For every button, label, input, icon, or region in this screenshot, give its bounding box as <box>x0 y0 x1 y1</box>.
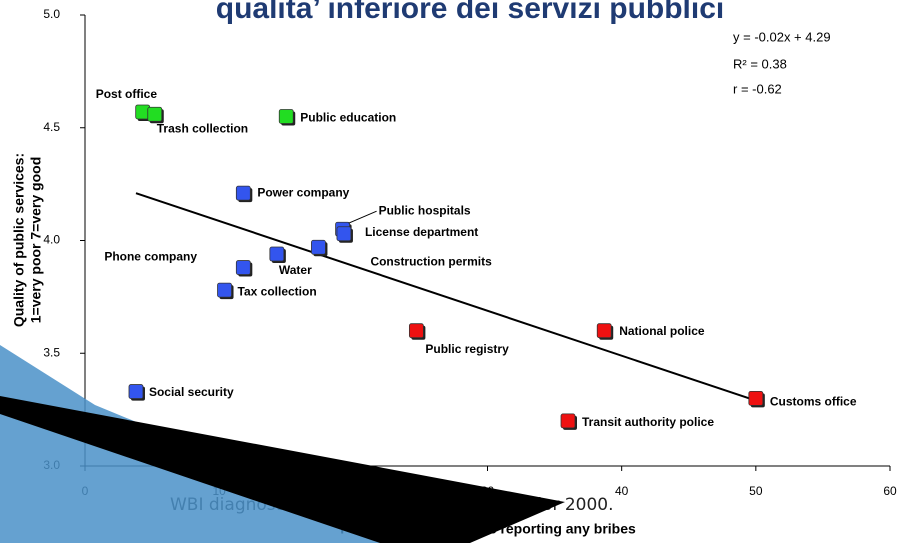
y-axis-title: Quality of public services: 1=very poor … <box>11 153 44 327</box>
point-label: Customs office <box>770 395 857 409</box>
point-label: National police <box>619 324 705 338</box>
equation: y = -0.02x + 4.29 <box>733 29 831 44</box>
label-arrow <box>349 211 377 223</box>
x-tick-label: 60 <box>883 484 897 498</box>
point-label: Construction permits <box>370 254 492 268</box>
point-label: License department <box>365 225 478 239</box>
y-tick-label: 4.0 <box>43 233 60 247</box>
point-label: Phone company <box>104 250 197 264</box>
point <box>236 261 250 275</box>
point <box>270 247 284 261</box>
point-label: Public education <box>300 111 396 125</box>
point <box>561 414 575 428</box>
point <box>279 109 293 123</box>
point <box>409 324 423 338</box>
point-label: Power company <box>257 185 349 199</box>
point <box>236 186 250 200</box>
point-label: Trash collection <box>157 121 248 135</box>
y-tick-label: 5.0 <box>43 7 60 21</box>
point <box>148 107 162 121</box>
r-value: r = -0.62 <box>733 81 782 96</box>
chart: qualita’ inferiore dei servizi pubblici … <box>0 0 898 543</box>
point-label: Post office <box>96 87 158 101</box>
point <box>597 324 611 338</box>
point <box>337 227 351 241</box>
point <box>311 240 325 254</box>
x-tick-label: 40 <box>615 484 629 498</box>
point-label: Water <box>279 263 312 277</box>
y-tick-label: 3.5 <box>43 345 60 359</box>
y-axis-title-line: 1=very poor 7=very good <box>28 157 44 324</box>
point <box>129 385 143 399</box>
y-axis-title-line: Quality of public services: <box>11 153 27 327</box>
point-label: Transit authority police <box>582 415 714 429</box>
chart-title: qualita’ inferiore dei servizi pubblici <box>216 0 724 25</box>
point-label: Social security <box>149 385 234 399</box>
point <box>749 391 763 405</box>
point-label: Public registry <box>425 342 509 356</box>
point <box>218 283 232 297</box>
r-squared: R² = 0.38 <box>733 56 787 71</box>
point-label: Public hospitals <box>379 203 471 217</box>
y-tick-label: 4.5 <box>43 120 60 134</box>
x-tick-label: 50 <box>749 484 763 498</box>
point-label: Tax collection <box>238 284 317 298</box>
